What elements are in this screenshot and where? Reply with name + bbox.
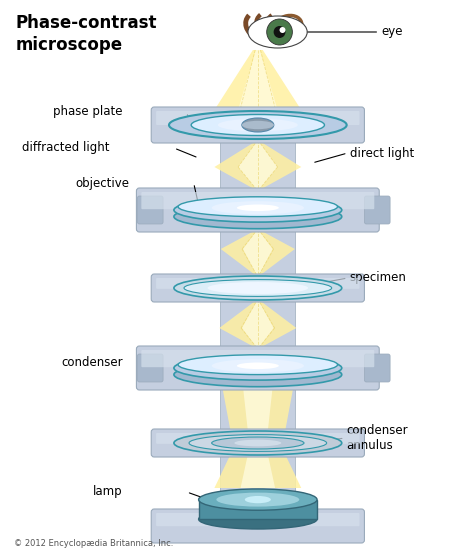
Text: © 2012 Encyclopædia Britannica, Inc.: © 2012 Encyclopædia Britannica, Inc.	[14, 539, 173, 548]
Polygon shape	[214, 454, 301, 488]
Ellipse shape	[218, 119, 298, 132]
Ellipse shape	[178, 197, 337, 216]
FancyBboxPatch shape	[156, 433, 359, 444]
Ellipse shape	[189, 435, 327, 451]
FancyBboxPatch shape	[365, 196, 390, 224]
Ellipse shape	[174, 431, 342, 455]
FancyBboxPatch shape	[156, 513, 359, 526]
Ellipse shape	[178, 355, 337, 375]
FancyBboxPatch shape	[365, 354, 390, 382]
FancyBboxPatch shape	[137, 346, 379, 390]
Ellipse shape	[267, 19, 292, 45]
Text: Phase-contrast
microscope: Phase-contrast microscope	[16, 14, 157, 54]
FancyBboxPatch shape	[141, 350, 374, 367]
Polygon shape	[241, 454, 275, 488]
Text: objective: objective	[75, 176, 129, 189]
FancyBboxPatch shape	[151, 107, 365, 143]
Ellipse shape	[242, 118, 274, 132]
FancyBboxPatch shape	[137, 196, 163, 224]
Polygon shape	[238, 140, 278, 191]
Ellipse shape	[169, 111, 346, 139]
Text: direct light: direct light	[350, 147, 414, 159]
Text: lamp: lamp	[93, 486, 123, 498]
Ellipse shape	[174, 362, 342, 387]
Text: phase plate: phase plate	[53, 105, 123, 119]
Ellipse shape	[212, 201, 304, 214]
Ellipse shape	[212, 437, 304, 449]
Ellipse shape	[174, 204, 342, 229]
Polygon shape	[243, 387, 273, 432]
Text: diffracted light: diffracted light	[22, 142, 110, 154]
Ellipse shape	[191, 114, 325, 135]
Ellipse shape	[234, 440, 282, 446]
Polygon shape	[243, 229, 273, 277]
Ellipse shape	[208, 282, 308, 294]
Ellipse shape	[174, 276, 342, 300]
FancyBboxPatch shape	[141, 192, 374, 209]
Polygon shape	[214, 140, 301, 191]
Ellipse shape	[280, 27, 285, 33]
FancyBboxPatch shape	[151, 429, 365, 457]
Ellipse shape	[174, 356, 342, 380]
FancyBboxPatch shape	[151, 274, 365, 302]
Polygon shape	[214, 50, 301, 110]
Ellipse shape	[273, 26, 285, 38]
Polygon shape	[242, 299, 273, 349]
Ellipse shape	[248, 16, 307, 48]
FancyBboxPatch shape	[137, 354, 163, 382]
Ellipse shape	[237, 204, 279, 211]
Text: condenser: condenser	[61, 356, 123, 369]
Text: condenser
annulus: condenser annulus	[346, 424, 408, 452]
Ellipse shape	[242, 121, 274, 129]
FancyBboxPatch shape	[151, 509, 365, 543]
FancyBboxPatch shape	[156, 111, 359, 125]
Ellipse shape	[237, 362, 279, 369]
FancyBboxPatch shape	[137, 188, 379, 232]
Ellipse shape	[174, 198, 342, 222]
Text: specimen: specimen	[350, 271, 407, 285]
Text: eye: eye	[381, 26, 403, 38]
Ellipse shape	[212, 359, 304, 372]
Polygon shape	[219, 299, 296, 349]
Ellipse shape	[245, 496, 271, 503]
Bar	[199, 500, 317, 519]
Polygon shape	[238, 50, 278, 110]
Ellipse shape	[199, 509, 317, 529]
Ellipse shape	[184, 280, 332, 296]
Polygon shape	[221, 229, 295, 277]
Polygon shape	[222, 387, 293, 432]
Bar	[220, 108, 295, 518]
Ellipse shape	[199, 489, 317, 510]
Ellipse shape	[216, 493, 299, 507]
FancyBboxPatch shape	[156, 278, 359, 289]
